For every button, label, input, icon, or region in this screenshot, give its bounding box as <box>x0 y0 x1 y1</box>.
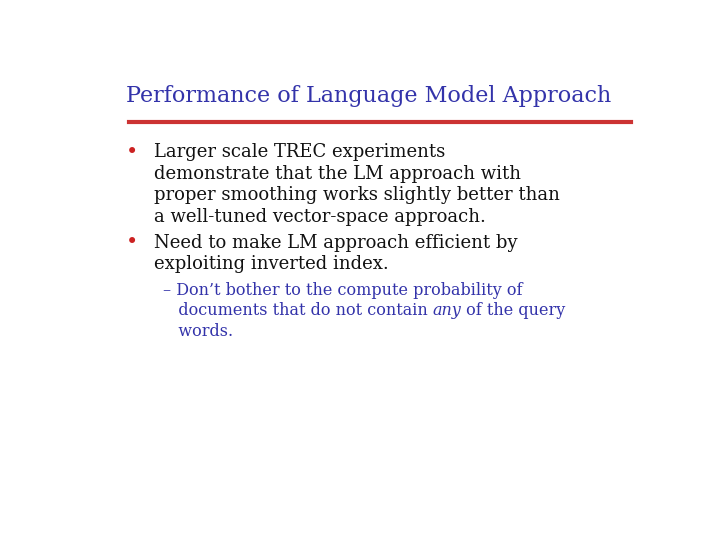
Text: words.: words. <box>163 323 233 340</box>
Text: Larger scale TREC experiments: Larger scale TREC experiments <box>154 143 446 161</box>
Text: of the query: of the query <box>462 302 565 320</box>
Text: exploiting inverted index.: exploiting inverted index. <box>154 255 389 273</box>
Text: any: any <box>433 302 462 320</box>
Text: a well-tuned vector-space approach.: a well-tuned vector-space approach. <box>154 208 486 226</box>
Text: •: • <box>126 233 138 252</box>
Text: Need to make LM approach efficient by: Need to make LM approach efficient by <box>154 234 518 252</box>
Text: Performance of Language Model Approach: Performance of Language Model Approach <box>127 85 611 107</box>
Text: demonstrate that the LM approach with: demonstrate that the LM approach with <box>154 165 521 183</box>
Text: proper smoothing works slightly better than: proper smoothing works slightly better t… <box>154 186 560 204</box>
Text: – Don’t bother to the compute probability of: – Don’t bother to the compute probabilit… <box>163 282 522 299</box>
Text: documents that do not contain: documents that do not contain <box>163 302 433 320</box>
Text: •: • <box>126 143 138 161</box>
